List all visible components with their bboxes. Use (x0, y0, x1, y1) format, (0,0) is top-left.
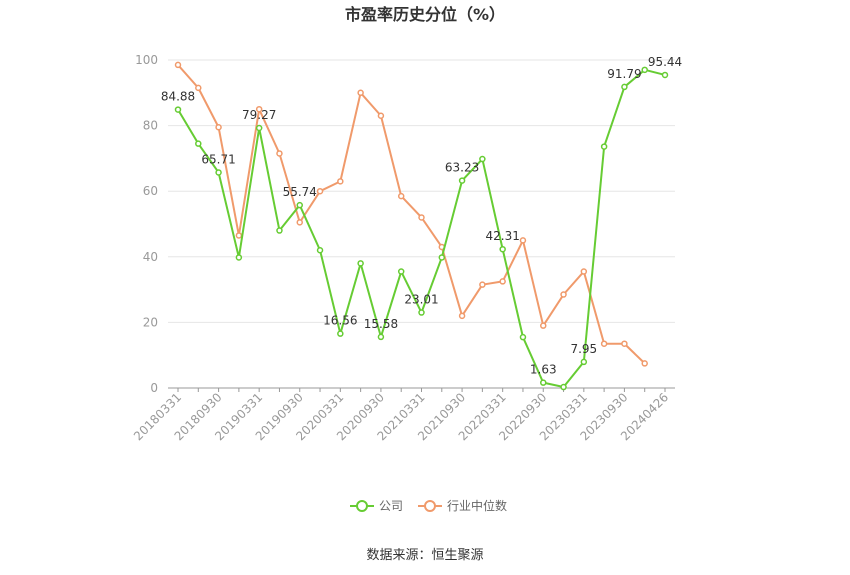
data-label: 7.95 (570, 342, 597, 356)
data-point (458, 312, 466, 320)
legend-marker (424, 500, 436, 512)
axes: 0204060801002018033120180930201903312019… (131, 53, 675, 443)
series (174, 61, 669, 391)
data-point (397, 192, 405, 200)
data-point (377, 112, 385, 120)
data-point (641, 66, 648, 74)
data-point (580, 268, 588, 275)
data-point (215, 123, 222, 131)
y-tick-label: 80 (143, 119, 158, 133)
data-label: 79.27 (242, 108, 276, 122)
data-point (560, 291, 567, 298)
legend[interactable]: 公司 行业中位数 (350, 498, 507, 513)
grid (168, 59, 675, 323)
data-point (397, 268, 405, 275)
data-point (438, 254, 446, 261)
legend-item-industry-median[interactable]: 行业中位数 (418, 498, 507, 513)
legend-label: 行业中位数 (447, 498, 507, 513)
data-point (316, 246, 324, 254)
data-point (499, 278, 506, 285)
data-point (195, 140, 202, 147)
data-point (580, 358, 588, 366)
data-point (276, 150, 283, 157)
data-point (357, 89, 364, 97)
data-point (418, 309, 425, 316)
series-industry-median (174, 61, 648, 367)
data-label: 15.58 (364, 317, 398, 331)
series-line (177, 64, 646, 365)
legend-label: 公司 (379, 499, 403, 513)
data-point (560, 383, 567, 391)
data-point (540, 379, 547, 386)
y-tick-label: 0 (150, 381, 158, 395)
y-tick-label: 20 (143, 315, 158, 329)
data-point (661, 71, 669, 79)
data-point (235, 232, 243, 239)
data-point (174, 61, 182, 69)
data-point (296, 201, 303, 209)
y-tick-label: 60 (143, 184, 158, 198)
data-point (479, 281, 486, 288)
data-point (255, 105, 263, 113)
data-point (377, 333, 385, 341)
data-label: 63.23 (445, 161, 479, 175)
data-label: 23.01 (404, 293, 438, 307)
data-point (479, 155, 486, 163)
data-point (316, 187, 324, 195)
source-note: 数据来源：恒生聚源 (366, 548, 483, 563)
legend-item-company[interactable]: 公司 (350, 499, 403, 513)
data-label: 65.71 (201, 152, 235, 166)
data-point (337, 330, 344, 337)
y-tick-label: 40 (143, 250, 158, 264)
data-point (621, 340, 628, 347)
legend-marker (356, 500, 368, 512)
data-point (235, 254, 243, 261)
y-tick-label: 100 (135, 53, 158, 67)
data-point (519, 333, 527, 341)
data-label: 95.44 (648, 55, 682, 69)
data-point (296, 219, 303, 226)
series-company (174, 66, 669, 391)
data-label: 91.79 (607, 67, 641, 81)
data-labels: 84.88 65.71 79.27 55.74 16.56 15.58 23.01 63.23… (161, 55, 682, 377)
data-point (641, 360, 648, 367)
data-label: 16.56 (323, 314, 357, 328)
data-label: 42.31 (485, 229, 519, 243)
data-point (519, 237, 527, 244)
data-label: 84.88 (161, 90, 195, 104)
data-point (174, 106, 182, 113)
data-label: 55.74 (283, 185, 317, 199)
data-point (621, 83, 628, 91)
data-label: 1.63 (530, 363, 557, 377)
data-point (276, 227, 283, 234)
data-point (600, 340, 608, 347)
data-point (540, 322, 547, 329)
data-point (499, 245, 506, 253)
data-point (337, 178, 344, 185)
data-point (255, 124, 263, 132)
data-point (418, 214, 425, 221)
data-point (195, 84, 202, 92)
chart-title: 市盈率历史分位（%） (345, 5, 505, 24)
data-point (600, 143, 608, 150)
data-point (458, 177, 466, 184)
data-point (357, 260, 364, 267)
data-point (215, 169, 222, 176)
